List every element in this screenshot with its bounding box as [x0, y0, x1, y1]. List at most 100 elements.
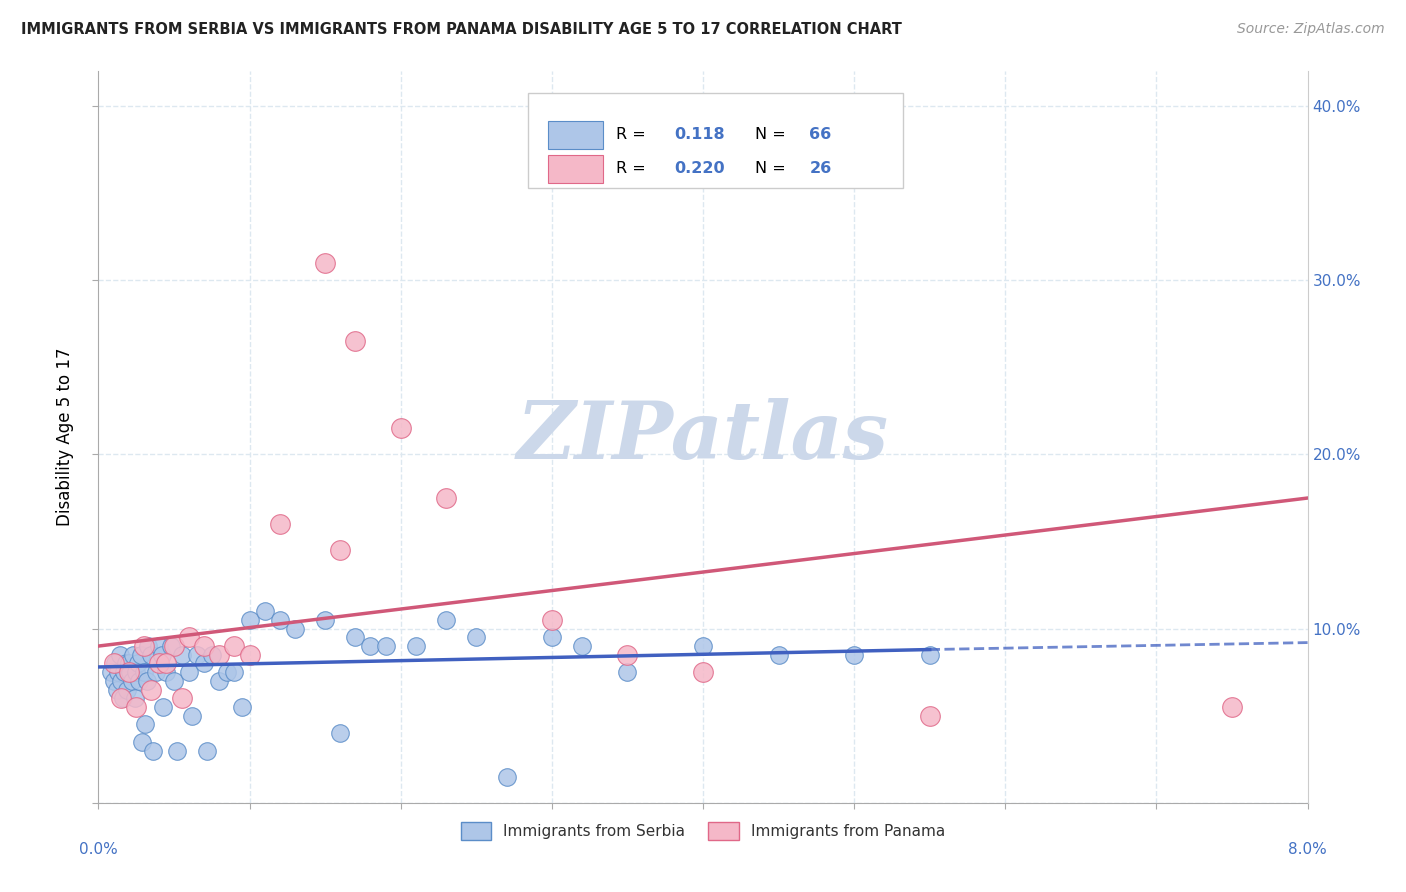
Point: [360, 639, 382, 653]
Point: [100, 665, 122, 680]
Point: [125, 665, 148, 680]
Text: R =: R =: [616, 128, 651, 143]
Point: [136, 639, 159, 653]
Point: [329, 543, 352, 558]
Point: [224, 639, 246, 653]
FancyBboxPatch shape: [548, 121, 603, 149]
Point: [166, 743, 188, 757]
Point: [122, 648, 145, 662]
Point: [127, 657, 149, 671]
Point: [105, 682, 128, 697]
Point: [150, 648, 173, 662]
Point: [495, 770, 517, 784]
Point: [616, 648, 638, 662]
Point: [132, 665, 155, 680]
Point: [344, 334, 367, 349]
Point: [201, 648, 224, 662]
Point: [193, 657, 215, 671]
Point: [329, 726, 352, 740]
Point: [111, 691, 134, 706]
Point: [128, 673, 150, 688]
FancyBboxPatch shape: [527, 94, 903, 188]
Point: [142, 743, 165, 757]
Text: IMMIGRANTS FROM SERBIA VS IMMIGRANTS FROM PANAMA DISABILITY AGE 5 TO 17 CORRELAT: IMMIGRANTS FROM SERBIA VS IMMIGRANTS FRO…: [21, 22, 903, 37]
Point: [540, 613, 562, 627]
Point: [160, 639, 183, 653]
Point: [540, 631, 562, 645]
Point: [208, 648, 231, 662]
Text: ZIPatlas: ZIPatlas: [517, 399, 889, 475]
Point: [181, 708, 204, 723]
Text: 66: 66: [810, 128, 832, 143]
Point: [120, 665, 142, 680]
Point: [163, 639, 186, 653]
Point: [132, 639, 155, 653]
Point: [253, 604, 276, 618]
Point: [179, 665, 201, 680]
Point: [239, 613, 262, 627]
Point: [115, 682, 138, 697]
Point: [193, 639, 215, 653]
Point: [918, 708, 941, 723]
Point: [405, 639, 427, 653]
Text: 0.220: 0.220: [673, 161, 724, 176]
Point: [195, 743, 218, 757]
Point: [224, 665, 246, 680]
Point: [571, 639, 593, 653]
Text: R =: R =: [616, 161, 651, 176]
Point: [314, 613, 336, 627]
Point: [170, 691, 193, 706]
Point: [114, 657, 136, 671]
Point: [131, 735, 153, 749]
Point: [110, 691, 132, 706]
Point: [844, 648, 866, 662]
Point: [141, 682, 163, 697]
Point: [125, 700, 148, 714]
Point: [170, 648, 193, 662]
Point: [269, 613, 291, 627]
Legend: Immigrants from Serbia, Immigrants from Panama: Immigrants from Serbia, Immigrants from …: [454, 815, 952, 847]
Point: [112, 665, 135, 680]
Point: [208, 673, 231, 688]
Point: [269, 517, 291, 532]
Point: [616, 665, 638, 680]
Text: Source: ZipAtlas.com: Source: ZipAtlas.com: [1237, 22, 1385, 37]
Point: [148, 657, 170, 671]
Point: [107, 665, 129, 680]
Point: [145, 665, 167, 680]
Point: [103, 657, 125, 671]
Text: 0.118: 0.118: [673, 128, 724, 143]
Point: [148, 639, 170, 653]
Point: [374, 639, 396, 653]
Point: [108, 648, 131, 662]
Y-axis label: Disability Age 5 to 17: Disability Age 5 to 17: [56, 348, 75, 526]
Point: [284, 622, 307, 636]
Point: [134, 717, 156, 731]
Text: 8.0%: 8.0%: [1288, 842, 1327, 856]
Point: [692, 639, 714, 653]
Point: [121, 673, 143, 688]
Point: [129, 648, 152, 662]
Point: [163, 673, 186, 688]
Point: [918, 648, 941, 662]
Point: [239, 648, 262, 662]
Point: [155, 657, 177, 671]
Point: [344, 631, 367, 645]
Point: [135, 673, 157, 688]
Point: [124, 691, 146, 706]
Point: [389, 421, 412, 435]
Point: [434, 491, 457, 505]
Text: N =: N =: [755, 161, 790, 176]
Text: 0.0%: 0.0%: [79, 842, 118, 856]
Point: [152, 700, 174, 714]
Point: [104, 657, 127, 671]
Point: [465, 631, 488, 645]
Point: [103, 673, 125, 688]
Point: [118, 657, 141, 671]
Point: [155, 665, 177, 680]
Point: [118, 665, 141, 680]
Point: [141, 648, 163, 662]
FancyBboxPatch shape: [548, 154, 603, 183]
Point: [314, 256, 336, 270]
Point: [179, 631, 201, 645]
